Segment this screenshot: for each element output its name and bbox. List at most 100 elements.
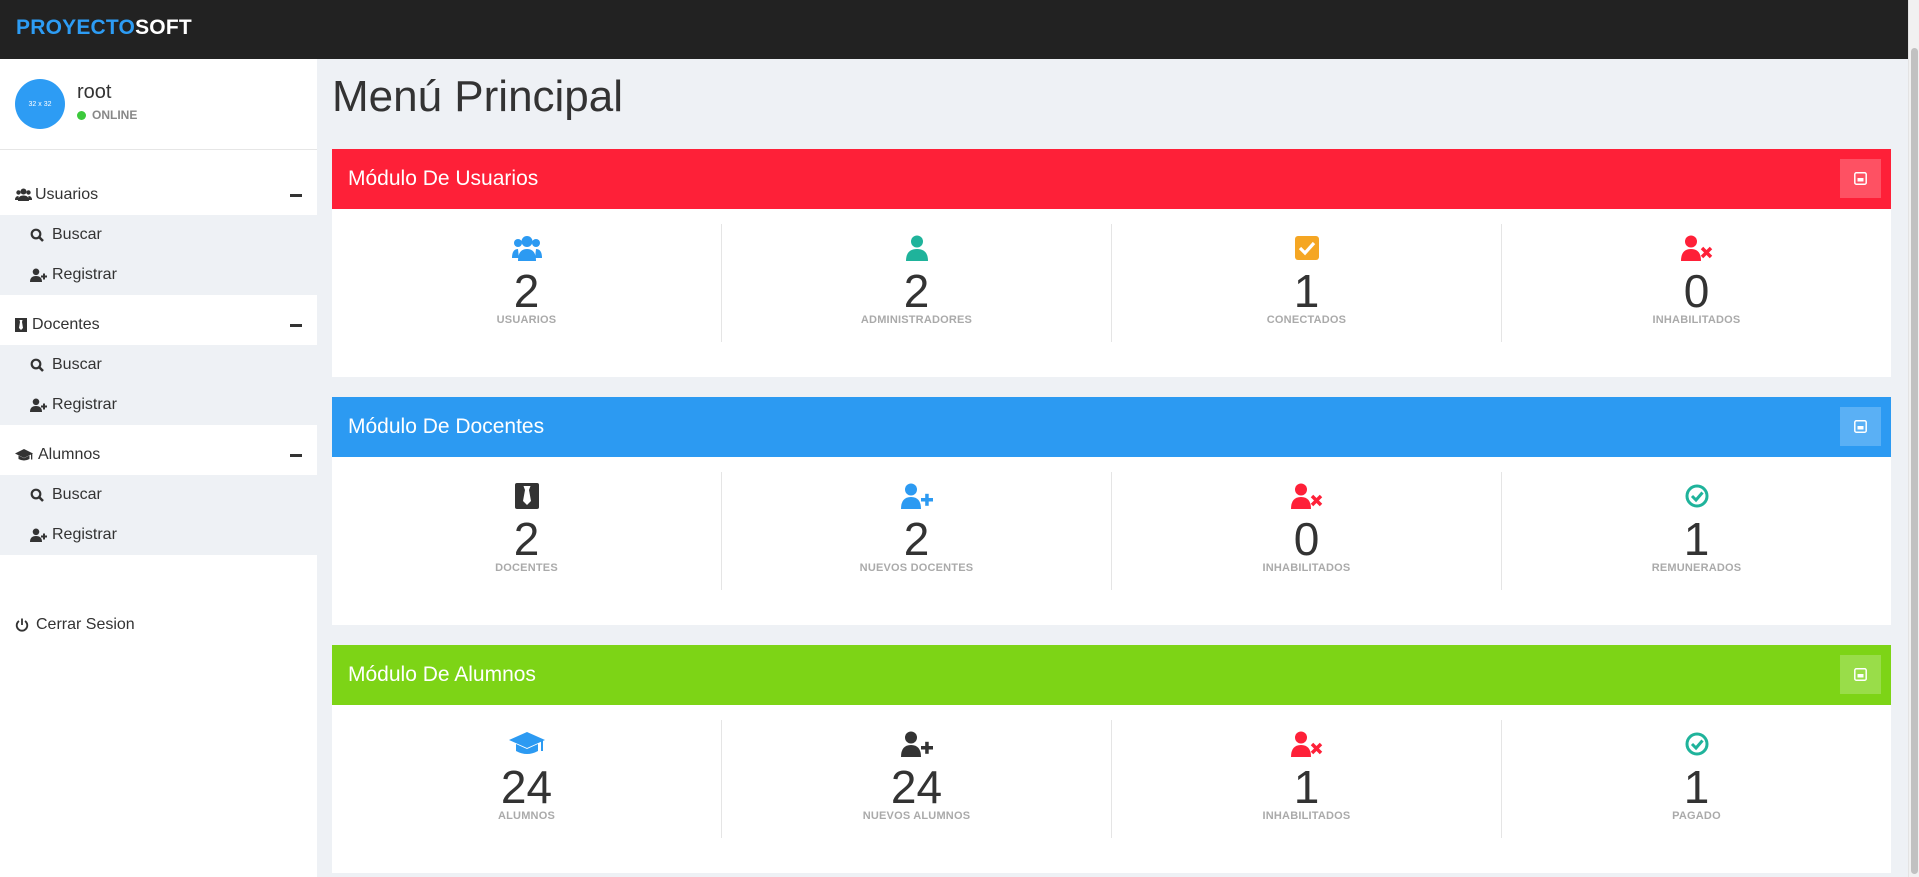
sidebar-item-label: Registrar (52, 266, 117, 283)
stat-label: ALUMNOS (497, 810, 555, 822)
sidebar-item-label: Buscar (52, 486, 102, 503)
search-icon (30, 228, 52, 242)
sidebar-group-label: Alumnos (38, 446, 101, 463)
stat-value: 0 (1293, 513, 1320, 565)
brand-part-1: PROYECTO (16, 16, 136, 39)
panel-body: 2 DOCENTES 2 NUEVOS DOCENTES 0 INHABILIT… (332, 457, 1891, 625)
stat-value: 2 (903, 265, 930, 317)
sidebar-item-label: Buscar (52, 226, 102, 243)
stat-inhabilitados: 0 INHABILITADOS (1112, 472, 1502, 590)
panel-toggle-button[interactable] (1840, 159, 1881, 198)
user-plus-icon (30, 528, 52, 542)
panel-alumnos: Módulo De Alumnos 24 ALUMNOS 24 NUEVOS A… (332, 645, 1891, 873)
panel-header: Módulo De Alumnos (332, 645, 1891, 705)
sidebar-group-docentes[interactable]: Docentes (0, 305, 317, 345)
sidebar-group-label: Docentes (32, 316, 100, 333)
submenu-alumnos: Buscar Registrar (0, 475, 317, 555)
stat-value: 24 (890, 761, 943, 813)
sidebar-item-label: Buscar (52, 356, 102, 373)
user-name: root (77, 81, 112, 103)
panel-body: 24 ALUMNOS 24 NUEVOS ALUMNOS 1 INHABILIT… (332, 705, 1891, 873)
stat-pagado: 1 PAGADO (1502, 720, 1891, 838)
tie-icon (514, 480, 539, 512)
user-times-icon (1290, 728, 1323, 760)
users-icon (15, 188, 35, 202)
stat-docentes: 2 DOCENTES (332, 472, 722, 590)
power-icon (15, 618, 36, 632)
collapse-minus-icon[interactable] (290, 454, 302, 457)
logout-link[interactable]: Cerrar Sesion (0, 605, 317, 645)
stat-label: USUARIOS (496, 314, 557, 326)
stat-value: 2 (513, 513, 540, 565)
user-plus-icon (900, 728, 933, 760)
sidebar-item-docentes-buscar[interactable]: Buscar (0, 345, 317, 385)
window-icon (1854, 172, 1867, 185)
stat-label: REMUNERADOS (1651, 562, 1742, 574)
panel-title: Módulo De Usuarios (348, 167, 539, 190)
user-plus-icon (30, 398, 52, 412)
user-panel: 32 x 32 root ONLINE (0, 59, 317, 150)
logout-label: Cerrar Sesion (36, 616, 135, 633)
collapse-minus-icon[interactable] (290, 324, 302, 327)
panel-header: Módulo De Usuarios (332, 149, 1891, 209)
graduation-cap-icon (15, 448, 38, 462)
stat-label: NUEVOS DOCENTES (859, 562, 974, 574)
user-icon (905, 232, 928, 264)
stat-label: INHABILITADOS (1262, 810, 1351, 822)
sidebar-group-usuarios[interactable]: Usuarios (0, 175, 317, 215)
window-icon (1854, 668, 1867, 681)
stat-value: 24 (500, 761, 553, 813)
check-circle-icon (1685, 728, 1709, 760)
tie-icon (15, 318, 32, 332)
stat-value: 1 (1683, 761, 1710, 813)
panel-header: Módulo De Docentes (332, 397, 1891, 457)
sidebar-item-alumnos-buscar[interactable]: Buscar (0, 475, 317, 515)
vertical-scrollbar[interactable] (1908, 0, 1919, 877)
brand-part-2: SOFT (135, 16, 192, 39)
panel-title: Módulo De Alumnos (348, 663, 536, 686)
panel-docentes: Módulo De Docentes 2 DOCENTES 2 NUEVOS D… (332, 397, 1891, 625)
panel-toggle-button[interactable] (1840, 655, 1881, 694)
user-status-label: ONLINE (92, 108, 138, 122)
search-icon (30, 358, 52, 372)
avatar: 32 x 32 (15, 79, 65, 129)
stat-label: CONECTADOS (1266, 314, 1347, 326)
sidebar-group-label: Usuarios (35, 186, 99, 203)
user-times-icon (1680, 232, 1713, 264)
user-status: ONLINE (77, 108, 137, 122)
sidebar-item-label: Registrar (52, 396, 117, 413)
check-square-icon (1294, 232, 1319, 264)
search-icon (30, 488, 52, 502)
brand-logo[interactable]: PROYECTOSOFT (16, 16, 192, 40)
panel-body: 2 USUARIOS 2 ADMINISTRADORES 1 CONECTADO… (332, 209, 1891, 377)
stat-label: DOCENTES (495, 562, 558, 574)
stat-alumnos: 24 ALUMNOS (332, 720, 722, 838)
stat-inhabilitados: 1 INHABILITADOS (1112, 720, 1502, 838)
stat-label: INHABILITADOS (1262, 562, 1351, 574)
submenu-docentes: Buscar Registrar (0, 345, 317, 425)
stat-value: 1 (1683, 513, 1710, 565)
stat-administradores: 2 ADMINISTRADORES (722, 224, 1112, 342)
panel-title: Módulo De Docentes (348, 415, 545, 438)
sidebar-item-label: Registrar (52, 526, 117, 543)
stat-label: ADMINISTRADORES (860, 314, 973, 326)
panel-toggle-button[interactable] (1840, 407, 1881, 446)
sidebar: 32 x 32 root ONLINE Usuarios Buscar Regi… (0, 59, 317, 877)
stat-nuevos-alumnos: 24 NUEVOS ALUMNOS (722, 720, 1112, 838)
sidebar-item-docentes-registrar[interactable]: Registrar (0, 385, 317, 425)
sidebar-item-usuarios-registrar[interactable]: Registrar (0, 255, 317, 295)
scrollbar-thumb[interactable] (1911, 48, 1918, 874)
stat-value: 1 (1293, 265, 1320, 317)
stat-label: NUEVOS ALUMNOS (862, 810, 971, 822)
sidebar-item-usuarios-buscar[interactable]: Buscar (0, 215, 317, 255)
collapse-minus-icon[interactable] (290, 194, 302, 197)
user-plus-icon (900, 480, 933, 512)
user-times-icon (1290, 480, 1323, 512)
stat-remunerados: 1 REMUNERADOS (1502, 472, 1891, 590)
sidebar-item-alumnos-registrar[interactable]: Registrar (0, 515, 317, 555)
sidebar-group-alumnos[interactable]: Alumnos (0, 435, 317, 475)
user-plus-icon (30, 268, 52, 282)
users-icon (511, 232, 542, 264)
top-navbar: PROYECTOSOFT (0, 0, 1908, 59)
page-title: Menú Principal (332, 72, 624, 121)
